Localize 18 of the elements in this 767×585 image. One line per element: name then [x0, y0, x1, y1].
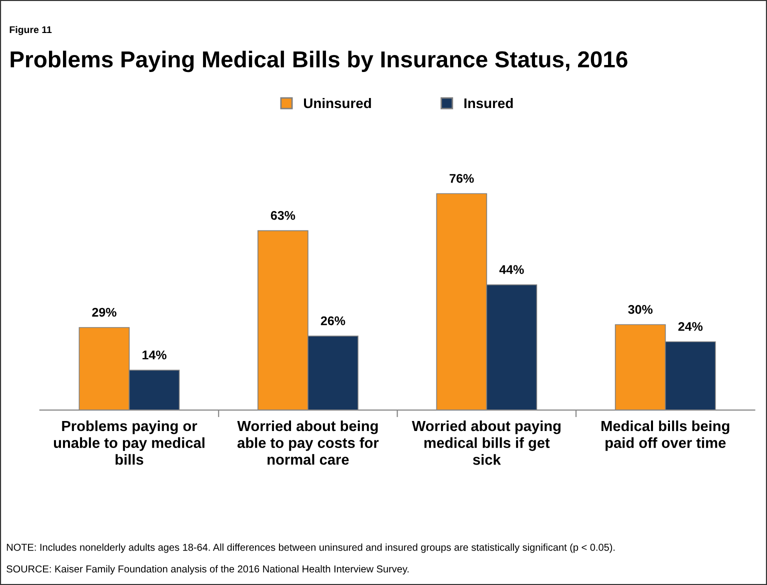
data-label: 26% — [320, 316, 346, 326]
source-note: SOURCE: Kaiser Family Foundation analysis of the 2016 National Health Interview Survey. — [6, 565, 409, 574]
data-label: 29% — [92, 308, 116, 317]
chart-title: Problems Paying Medical Bills by Insurance Status, 2016 — [10, 50, 628, 72]
data-label: 24% — [678, 322, 703, 331]
data-label: 76% — [450, 174, 474, 183]
data-label: 44% — [499, 265, 524, 274]
x-tick-label: Medical bills being paid off over time — [602, 420, 730, 451]
x-tick-label: Worried about being able to pay costs for normal care — [237, 420, 379, 465]
data-label: 30% — [628, 304, 653, 314]
data-label: 14% — [142, 350, 166, 360]
legend-label: Uninsured — [304, 98, 371, 108]
caption: Figure 11 — [10, 26, 52, 36]
legend-label: Insured — [464, 98, 513, 108]
text: NOTE: Includes nonelderly adults ages 18-64. All differences between uninsured and insured groups are statistically significant (p < 0.05). — [6, 544, 615, 553]
data-label: 63% — [270, 211, 296, 220]
x-tick-label: Worried about paying medical bills if get sick — [412, 420, 561, 465]
x-tick-label: Problems paying or unable to pay medical bills — [54, 420, 204, 465]
